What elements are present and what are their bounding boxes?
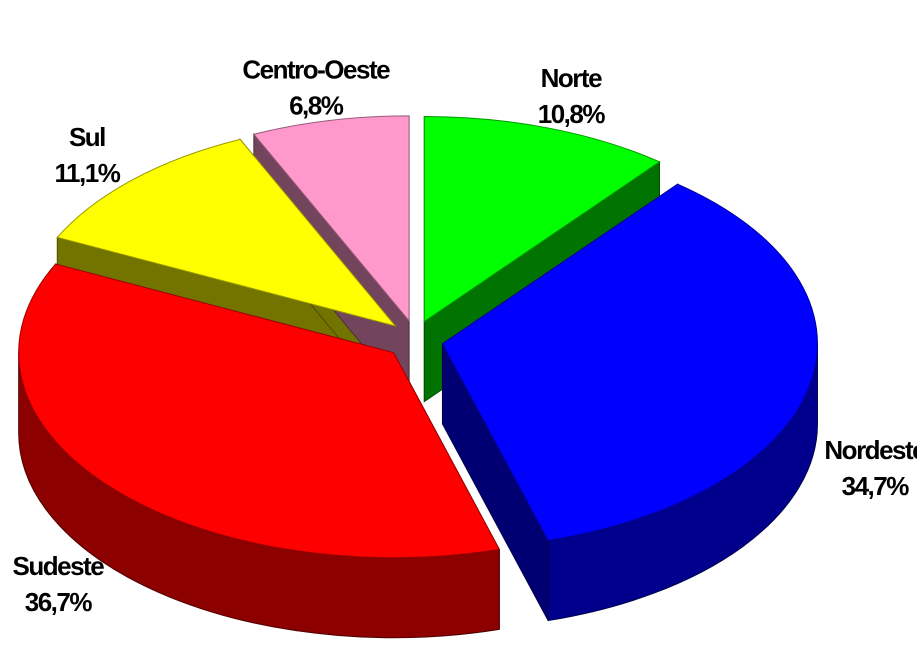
slice-label: Centro-Oeste (242, 54, 390, 84)
slice (252, 115, 410, 323)
slice-value-label: 10,8% (538, 99, 606, 129)
slice-tops (18, 115, 818, 559)
slice-label: Norte (541, 63, 602, 93)
slice-label: Sudeste (13, 551, 105, 581)
slice-label: Nordeste (824, 435, 917, 465)
slice-value-label: 34,7% (842, 471, 910, 501)
slice-value-label: 6,8% (289, 90, 344, 120)
slice (56, 138, 397, 327)
slice (441, 183, 818, 542)
slice-value-label: 11,1% (55, 158, 121, 188)
slice-value-label: 36,7% (25, 587, 93, 617)
slice (18, 263, 501, 559)
slice-label: Sul (69, 122, 105, 152)
slice (423, 116, 661, 323)
